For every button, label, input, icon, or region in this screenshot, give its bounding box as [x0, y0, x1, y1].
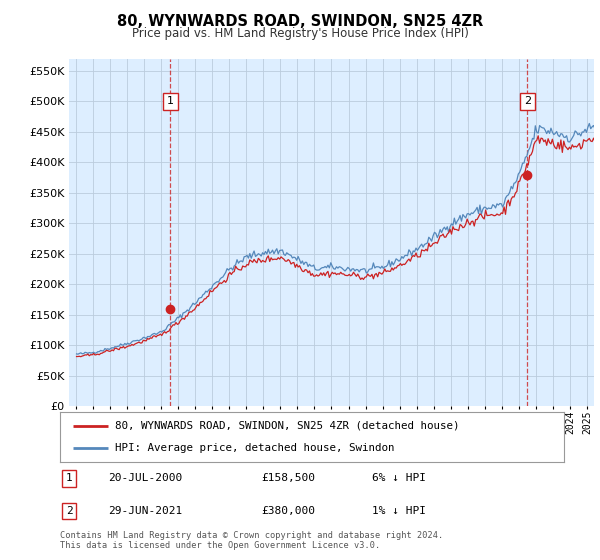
- Text: 29-JUN-2021: 29-JUN-2021: [108, 506, 182, 516]
- Text: 1: 1: [65, 473, 73, 483]
- Text: 80, WYNWARDS ROAD, SWINDON, SN25 4ZR (detached house): 80, WYNWARDS ROAD, SWINDON, SN25 4ZR (de…: [115, 421, 460, 431]
- Text: £158,500: £158,500: [262, 473, 316, 483]
- Text: 80, WYNWARDS ROAD, SWINDON, SN25 4ZR: 80, WYNWARDS ROAD, SWINDON, SN25 4ZR: [117, 14, 483, 29]
- Text: 2: 2: [524, 96, 531, 106]
- Text: Contains HM Land Registry data © Crown copyright and database right 2024.
This d: Contains HM Land Registry data © Crown c…: [60, 531, 443, 550]
- Text: 1% ↓ HPI: 1% ↓ HPI: [373, 506, 427, 516]
- Text: 20-JUL-2000: 20-JUL-2000: [108, 473, 182, 483]
- Text: 2: 2: [65, 506, 73, 516]
- Text: £380,000: £380,000: [262, 506, 316, 516]
- Text: 6% ↓ HPI: 6% ↓ HPI: [373, 473, 427, 483]
- Text: Price paid vs. HM Land Registry's House Price Index (HPI): Price paid vs. HM Land Registry's House …: [131, 27, 469, 40]
- Text: 1: 1: [167, 96, 174, 106]
- Text: HPI: Average price, detached house, Swindon: HPI: Average price, detached house, Swin…: [115, 443, 395, 453]
